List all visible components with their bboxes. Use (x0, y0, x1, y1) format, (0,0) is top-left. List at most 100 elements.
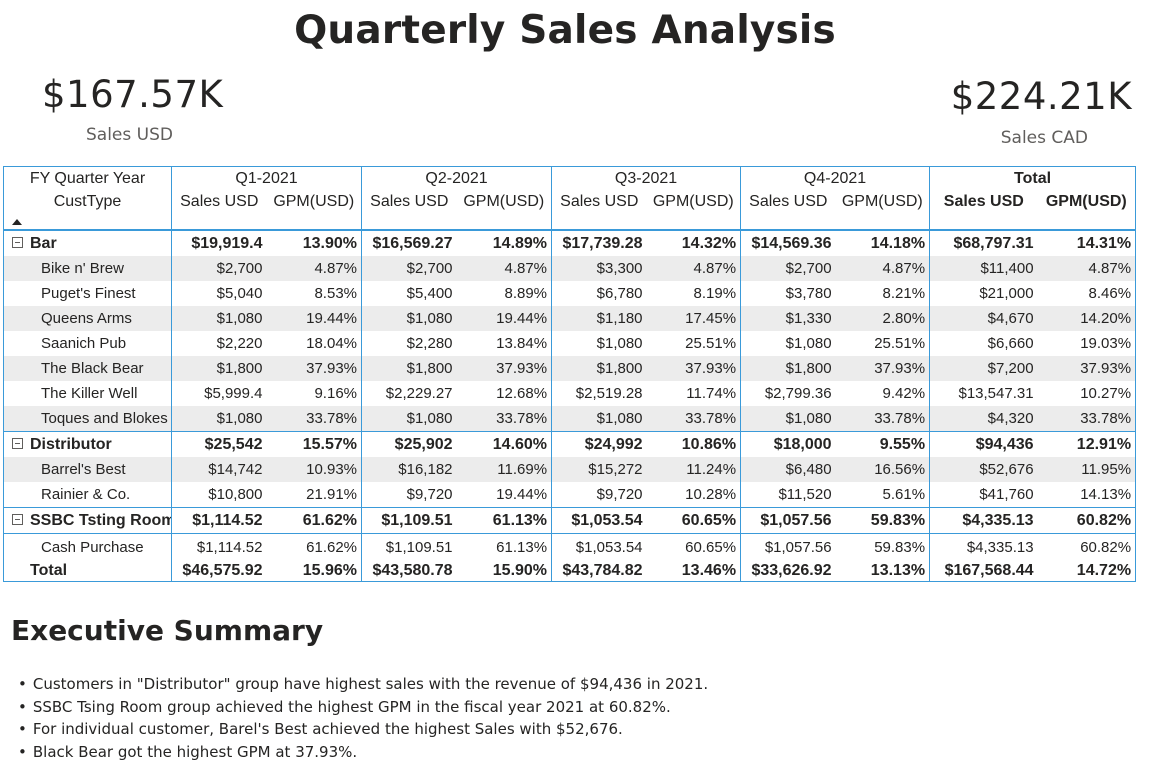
quarter-header-row: FY Quarter Year Q1-2021 Q2-2021 Q3-2021 … (3, 166, 1137, 191)
gpm-usd-cell: 9.16% (266, 381, 363, 406)
header-gpm-usd[interactable]: GPM(USD) (646, 191, 742, 231)
column-header-q3[interactable]: Q3-2021 (551, 166, 742, 191)
customer-label: Barrel's Best (3, 457, 172, 482)
sales-usd-cell: $3,780 (785, 285, 832, 302)
gpm-usd-cell: 16.56% (835, 457, 931, 482)
sales-usd-cell: $21,000 (979, 285, 1034, 302)
sales-usd-cell: $19,919.4 (191, 234, 263, 252)
customer-row: Toques and Blokes $1,080 33.78% $1,080 33.78… (3, 406, 1137, 432)
row-header-custtype: CustType (53, 193, 122, 210)
sales-usd-cell: $5,400 (406, 285, 453, 302)
measure-header-row: CustType Sales USD GPM(USD) Sales USD GP… (3, 191, 1137, 231)
column-header-q2[interactable]: Q2-2021 (361, 166, 553, 191)
collapse-minus-icon[interactable] (12, 513, 23, 525)
gpm-usd-cell: 37.93% (266, 356, 363, 381)
gpm-usd-cell: 25.51% (646, 331, 742, 356)
sales-usd-cell: $2,700 (361, 256, 457, 281)
kpi-sales-usd-label: Sales USD (86, 125, 173, 145)
sales-usd-cell: $52,676 (929, 457, 1038, 482)
gpm-usd-cell: 10.28% (646, 482, 742, 508)
sales-usd-cell: $1,080 (551, 406, 647, 432)
kpi-sales-usd-value: $167.57K (42, 73, 224, 116)
sales-usd-cell: $2,229.27 (385, 385, 453, 402)
gpm-usd-cell: 21.91% (266, 482, 363, 508)
sales-usd-cell: $16,182 (361, 457, 457, 482)
header-gpm-usd[interactable]: GPM(USD) (266, 191, 363, 231)
gpm-usd-cell: 15.90% (456, 560, 553, 582)
customer-label-text: Cash Purchase (41, 538, 144, 556)
sales-usd-cell: $1,080 (785, 335, 832, 352)
group-row: Distributor $25,542 15.57% $25,902 14.60% $24… (3, 431, 1137, 457)
customer-row: The Killer Well $5,999.4 9.16% $2,229.27 12.… (3, 381, 1137, 406)
gpm-usd-cell: 17.45% (646, 306, 742, 331)
gpm-usd-cell: 37.93% (456, 356, 553, 381)
gpm-usd-cell: 9.55% (835, 431, 931, 457)
gpm-usd-cell: 9.42% (835, 381, 931, 406)
sales-usd-cell: $14,742 (171, 457, 267, 482)
sort-ascending-icon[interactable] (12, 219, 22, 225)
collapse-minus-icon[interactable] (12, 437, 23, 449)
customer-label: Queens Arms (3, 306, 172, 331)
gpm-usd-cell: 13.84% (456, 331, 553, 356)
header-gpm-usd[interactable]: GPM(USD) (456, 191, 553, 231)
gpm-usd-cell: 12.68% (456, 381, 553, 406)
gpm-usd-cell: 14.18% (835, 230, 931, 256)
customer-label-text: The Killer Well (41, 385, 138, 402)
sales-usd-cell: $1,080 (361, 406, 457, 432)
header-total-gpm-usd[interactable]: GPM(USD) (1037, 191, 1137, 231)
header-sales-usd[interactable]: Sales USD (551, 191, 647, 231)
sales-usd-cell: $1,053.54 (551, 507, 647, 534)
gpm-usd-cell: 19.03% (1037, 331, 1137, 356)
sales-usd-cell: $18,000 (773, 435, 832, 453)
column-header-q1[interactable]: Q1-2021 (171, 166, 363, 191)
customer-row: Queens Arms $1,080 19.44% $1,080 19.44% $1,18… (3, 306, 1137, 331)
gpm-usd-cell: 61.13% (456, 533, 553, 560)
header-sales-usd[interactable]: Sales USD (171, 191, 267, 231)
header-sales-usd[interactable]: Sales USD (361, 191, 457, 231)
row-header-custtype-cell[interactable]: CustType (3, 191, 172, 231)
total-label: Total (3, 560, 172, 582)
customer-label-text: Toques and Blokes (41, 410, 168, 427)
total-row: Total $46,575.92 15.96% $43,580.78 15.90% $43… (3, 560, 1137, 582)
sales-usd-cell: $94,436 (975, 435, 1034, 453)
gpm-usd-cell: 60.82% (1037, 533, 1137, 560)
gpm-usd-cell: 4.87% (266, 256, 363, 281)
sales-usd-cell: $1,080 (171, 406, 267, 432)
gpm-usd-cell: 19.44% (266, 306, 363, 331)
customer-row: Bike n' Brew $2,700 4.87% $2,700 4.87% $3,300… (3, 256, 1137, 281)
gpm-usd-cell: 8.53% (266, 281, 363, 306)
header-gpm-usd[interactable]: GPM(USD) (835, 191, 931, 231)
sales-usd-cell: $16,569.27 (372, 234, 453, 252)
sales-usd-cell: $4,335.13 (929, 507, 1038, 534)
gpm-usd-cell: 4.87% (456, 256, 553, 281)
sales-usd-cell: $9,720 (551, 482, 647, 508)
header-total-sales-usd[interactable]: Sales USD (929, 191, 1038, 231)
sales-usd-cell: $1,080 (171, 306, 267, 331)
customer-label-text: Rainier & Co. (41, 486, 131, 503)
gpm-usd-cell: 10.93% (266, 457, 363, 482)
column-header-q4[interactable]: Q4-2021 (740, 166, 931, 191)
gpm-usd-cell: 10.86% (646, 431, 742, 457)
row-header-fy-quarter[interactable]: FY Quarter Year (3, 166, 172, 191)
sales-usd-cell: $4,320 (929, 406, 1038, 432)
sales-usd-cell: $24,992 (584, 435, 643, 453)
sales-usd-cell: $2,700 (171, 256, 267, 281)
sales-usd-cell: $1,180 (551, 306, 647, 331)
sales-usd-cell: $6,780 (596, 285, 643, 302)
sales-usd-cell: $11,520 (740, 482, 836, 508)
sales-usd-cell: $41,760 (929, 482, 1038, 508)
sales-usd-cell: $25,902 (394, 435, 453, 453)
sales-usd-cell: $2,519.28 (575, 385, 643, 402)
sales-usd-cell: $15,272 (551, 457, 647, 482)
column-header-total[interactable]: Total (929, 166, 1137, 191)
sales-usd-cell: $14,569.36 (751, 234, 832, 252)
kpi-sales-cad-value: $224.21K (950, 75, 1132, 118)
gpm-usd-cell: 14.32% (646, 230, 742, 256)
gpm-usd-cell: 33.78% (835, 406, 931, 432)
sales-usd-cell: $1,053.54 (575, 538, 643, 556)
gpm-usd-cell: 8.46% (1037, 281, 1137, 306)
sales-usd-cell: $11,400 (929, 256, 1038, 281)
gpm-usd-cell: 61.62% (266, 507, 363, 534)
header-sales-usd[interactable]: Sales USD (740, 191, 836, 231)
collapse-minus-icon[interactable] (12, 236, 23, 248)
